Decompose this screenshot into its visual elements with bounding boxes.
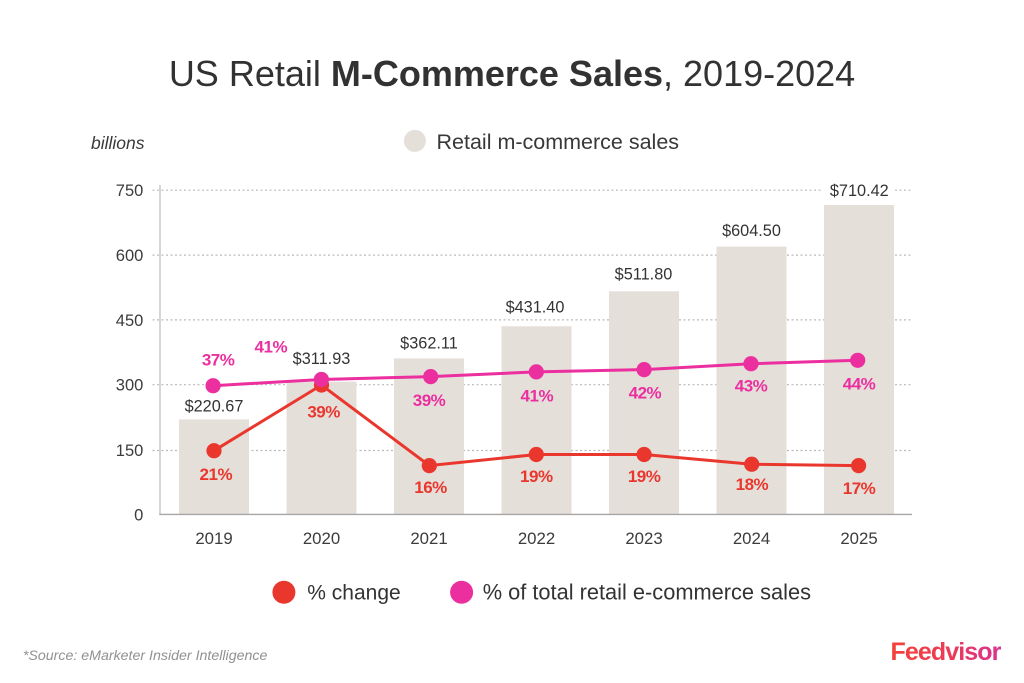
svg-text:19%: 19% [520,467,553,486]
svg-text:600: 600 [116,247,144,265]
svg-text:Retail m-commerce sales: Retail m-commerce sales [437,130,680,154]
svg-text:19%: 19% [628,467,661,486]
svg-text:US Retail M-Commerce Sales, 20: US Retail M-Commerce Sales, 2019-2024 [169,53,855,94]
svg-text:41%: 41% [521,386,554,405]
svg-text:44%: 44% [843,375,876,394]
svg-text:37%: 37% [202,351,235,370]
svg-text:$710.42: $710.42 [830,182,889,200]
svg-text:42%: 42% [629,383,662,402]
svg-text:41%: 41% [255,337,288,356]
svg-text:billions: billions [91,133,145,153]
svg-text:2025: 2025 [840,529,877,548]
svg-text:2024: 2024 [733,529,770,548]
svg-text:39%: 39% [307,403,340,422]
svg-text:$431.40: $431.40 [506,298,565,316]
svg-text:% of total retail e-commerce s: % of total retail e-commerce sales [483,580,811,605]
svg-text:*Source: eMarketer Insider Int: *Source: eMarketer Insider Intelligence [23,648,268,664]
svg-text:43%: 43% [735,376,768,395]
svg-text:$362.11: $362.11 [400,335,458,353]
svg-text:$220.67: $220.67 [185,398,244,416]
svg-text:300: 300 [116,377,144,395]
svg-text:17%: 17% [843,479,876,498]
svg-text:% change: % change [307,582,400,605]
svg-text:2021: 2021 [410,529,447,548]
svg-text:Feedvisor: Feedvisor [891,638,1002,666]
svg-text:$511.80: $511.80 [615,265,673,283]
svg-text:16%: 16% [414,478,447,497]
svg-text:$311.93: $311.93 [293,350,351,368]
svg-text:2020: 2020 [303,529,340,548]
svg-text:$604.50: $604.50 [722,222,781,240]
svg-text:150: 150 [116,442,144,460]
svg-text:0: 0 [134,506,143,524]
svg-text:39%: 39% [413,391,446,410]
svg-text:750: 750 [116,182,144,200]
svg-text:2019: 2019 [195,529,232,548]
svg-text:2023: 2023 [625,529,662,548]
svg-text:21%: 21% [200,465,233,484]
svg-text:450: 450 [116,312,144,330]
svg-text:2022: 2022 [518,529,555,548]
svg-text:18%: 18% [736,475,769,494]
